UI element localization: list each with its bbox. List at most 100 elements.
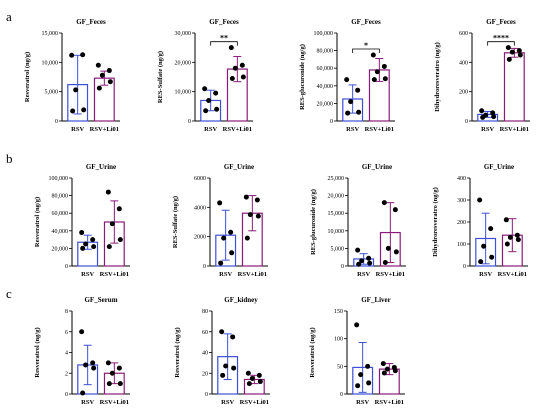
y-tick-label: 10,000 xyxy=(328,229,345,235)
panel-label-b: b xyxy=(6,151,13,166)
data-point xyxy=(80,52,86,58)
data-point xyxy=(91,365,97,371)
panel-label-c: c xyxy=(6,286,12,301)
y-tick-label: 4000 xyxy=(194,205,206,211)
data-point xyxy=(80,245,86,251)
data-point xyxy=(254,197,260,203)
panel-title: GF_Feces xyxy=(209,18,239,26)
panel-1-2: GF_Urine 0 5,000 10,000 15,000 20,000 25,000 RE… xyxy=(310,163,406,278)
data-point xyxy=(107,79,113,85)
data-point xyxy=(99,72,105,78)
data-point xyxy=(382,259,388,265)
panel-1-3: GF_Urine 0 100 200 300 400 Dihydroresveratro (… xyxy=(432,163,528,278)
data-point xyxy=(374,69,380,75)
data-point xyxy=(384,366,390,372)
y-tick-label: 80,000 xyxy=(317,49,334,55)
y-tick-label: 20,000 xyxy=(328,194,345,200)
y-tick-label: 6000 xyxy=(194,176,206,182)
panel-label-a: a xyxy=(6,9,12,24)
panel-0-1: GF_Feces 0 10,000 20,000 30,000 RES-Sulfate (… xyxy=(157,18,253,133)
data-point xyxy=(206,97,212,103)
data-point xyxy=(344,77,350,83)
y-tick-label: 50 xyxy=(337,364,343,370)
data-point xyxy=(105,189,111,195)
category-label: RSV+Li01 xyxy=(376,271,405,278)
data-point xyxy=(503,217,509,223)
y-tick-label: 0 xyxy=(188,119,191,125)
data-point xyxy=(203,108,209,114)
y-tick-label: 30,000 xyxy=(175,31,192,37)
y-tick-label: 200 xyxy=(459,90,468,96)
y-axis-label: Resveratrol (ng/g) xyxy=(174,327,181,377)
data-point xyxy=(491,114,497,120)
category-label: RSV+Li01 xyxy=(100,271,129,278)
panel-2-0: GF_Serum 0 2 4 6 8 Resveratrol (ng/g) RSV RSV+Li… xyxy=(34,296,130,406)
data-point xyxy=(249,375,255,381)
data-point xyxy=(481,243,487,249)
data-point xyxy=(255,213,261,219)
data-point xyxy=(109,221,115,227)
data-point xyxy=(117,237,123,243)
category-label: RSV xyxy=(81,271,94,278)
y-tick-label: 20 xyxy=(202,371,208,377)
data-point xyxy=(228,229,234,235)
panel-title: GF_Urine xyxy=(224,163,254,171)
y-tick-label: 80 xyxy=(202,309,208,315)
y-tick-label: 15,000 xyxy=(42,31,59,37)
data-point xyxy=(117,381,123,387)
significance-marker: **** xyxy=(493,34,509,43)
y-tick-label: 0 xyxy=(340,392,343,398)
y-tick-label: 10,000 xyxy=(175,90,192,96)
y-tick-label: 60 xyxy=(202,330,208,336)
data-point xyxy=(356,261,362,267)
data-point xyxy=(358,372,364,378)
category-label: RSV+Li01 xyxy=(223,126,252,133)
data-point xyxy=(106,68,112,74)
y-tick-label: 0 xyxy=(463,264,466,270)
y-tick-label: 600 xyxy=(459,31,468,37)
data-point xyxy=(392,207,398,213)
data-point xyxy=(392,368,398,374)
y-tick-label: 5,000 xyxy=(45,90,59,96)
data-point xyxy=(95,62,101,68)
data-point xyxy=(232,65,238,71)
data-point xyxy=(90,360,96,366)
data-point xyxy=(504,241,510,247)
data-point xyxy=(218,260,224,266)
panel-title: GF_kidney xyxy=(224,296,258,304)
panel-title: GF_Urine xyxy=(86,163,116,171)
category-label: RSV xyxy=(81,399,94,406)
data-point xyxy=(246,381,252,387)
y-axis-label: RES-glucuronide (ng/g) xyxy=(310,189,317,255)
data-point xyxy=(348,99,354,105)
data-point xyxy=(366,380,372,386)
category-label: RSV xyxy=(479,271,492,278)
category-label: RSV+Li01 xyxy=(100,399,129,406)
y-tick-label: 20,000 xyxy=(317,101,334,107)
y-tick-label: 0 xyxy=(65,264,68,270)
data-point xyxy=(509,49,515,55)
data-point xyxy=(73,87,79,93)
data-point xyxy=(213,90,219,96)
panel-1-1: GF_Urine 0 2000 4000 6000 RES-Sulfate (ng/g) R… xyxy=(172,163,268,278)
y-tick-label: 60,000 xyxy=(317,66,334,72)
y-tick-label: 6 xyxy=(65,330,68,336)
data-point xyxy=(355,87,361,93)
panel-2-2: GF_Liver 0 50 100 150 Resveratrol (ng/g) RSV RS… xyxy=(309,296,405,406)
data-point xyxy=(230,334,236,340)
significance-bracket xyxy=(210,41,238,46)
category-label: RSV+Li01 xyxy=(365,126,394,133)
data-point xyxy=(354,322,360,328)
data-point xyxy=(221,235,227,241)
data-point xyxy=(83,241,89,247)
data-point xyxy=(479,108,485,114)
y-axis-label: Resveratrol (ng/g) xyxy=(34,197,41,247)
data-point xyxy=(257,379,263,385)
data-point xyxy=(371,77,377,83)
data-point xyxy=(489,254,495,260)
y-tick-label: 4 xyxy=(65,351,68,357)
data-point xyxy=(105,360,111,366)
category-label: RSV+Li01 xyxy=(498,271,527,278)
significance-bracket xyxy=(487,41,515,46)
data-point xyxy=(240,74,246,80)
